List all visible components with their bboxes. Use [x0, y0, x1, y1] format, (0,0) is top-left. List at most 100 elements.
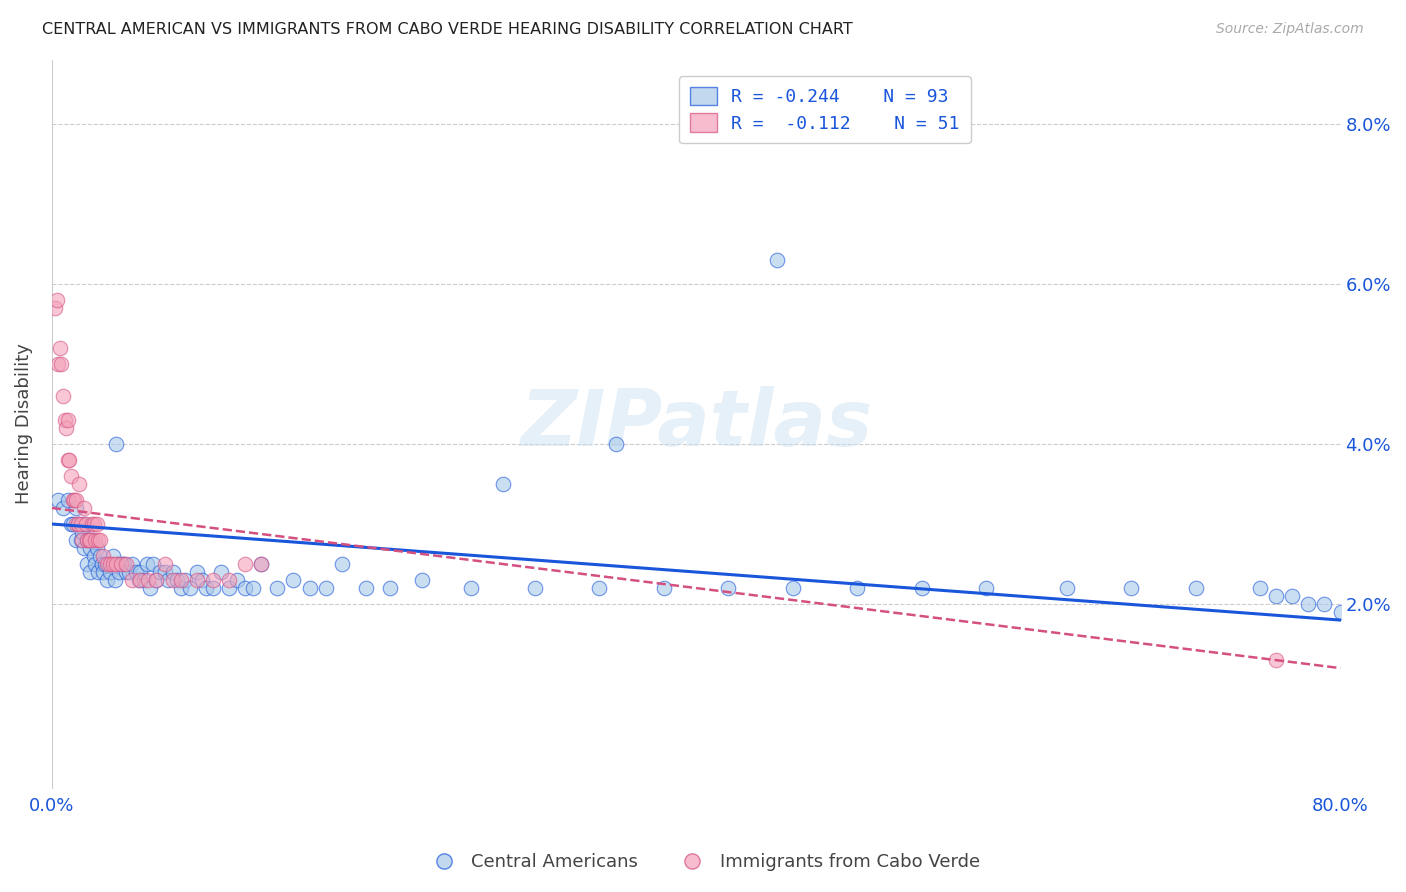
- Point: [233, 581, 256, 595]
- Point: [142, 557, 165, 571]
- Point: [91, 549, 114, 563]
- Point: [86, 541, 108, 555]
- Point: [44, 301, 66, 315]
- Point: [1329, 605, 1351, 619]
- Point: [118, 565, 141, 579]
- Point: [62, 493, 84, 508]
- Point: [250, 557, 273, 571]
- Point: [1249, 581, 1271, 595]
- Point: [86, 516, 108, 531]
- Point: [129, 573, 152, 587]
- Point: [911, 581, 934, 595]
- Point: [60, 469, 83, 483]
- Point: [51, 357, 73, 371]
- Point: [45, 293, 67, 307]
- Point: [201, 573, 224, 587]
- Point: [588, 581, 610, 595]
- Point: [201, 581, 224, 595]
- Point: [492, 477, 515, 491]
- Point: [169, 573, 191, 587]
- Point: [1056, 581, 1078, 595]
- Point: [105, 437, 128, 451]
- Point: [60, 516, 83, 531]
- Point: [101, 549, 124, 563]
- Point: [63, 493, 86, 508]
- Point: [89, 549, 111, 563]
- Point: [83, 549, 105, 563]
- Point: [186, 565, 208, 579]
- Point: [87, 565, 110, 579]
- Point: [76, 533, 98, 547]
- Point: [84, 533, 107, 547]
- Point: [145, 573, 167, 587]
- Point: [80, 533, 103, 547]
- Point: [97, 557, 120, 571]
- Point: [79, 565, 101, 579]
- Point: [112, 557, 135, 571]
- Point: [1298, 597, 1320, 611]
- Point: [87, 533, 110, 547]
- Point: [1265, 653, 1288, 667]
- Point: [94, 557, 117, 571]
- Point: [218, 573, 240, 587]
- Point: [101, 557, 124, 571]
- Point: [55, 421, 77, 435]
- Point: [73, 541, 96, 555]
- Point: [65, 516, 87, 531]
- Point: [56, 493, 79, 508]
- Point: [330, 557, 353, 571]
- Point: [153, 565, 176, 579]
- Y-axis label: Hearing Disability: Hearing Disability: [15, 343, 32, 504]
- Point: [162, 565, 184, 579]
- Point: [233, 557, 256, 571]
- Point: [135, 557, 157, 571]
- Point: [91, 565, 114, 579]
- Point: [190, 573, 212, 587]
- Point: [242, 581, 264, 595]
- Point: [84, 557, 107, 571]
- Point: [56, 413, 79, 427]
- Point: [186, 573, 208, 587]
- Point: [72, 524, 94, 539]
- Point: [226, 573, 249, 587]
- Point: [652, 581, 675, 595]
- Text: CENTRAL AMERICAN VS IMMIGRANTS FROM CABO VERDE HEARING DISABILITY CORRELATION CH: CENTRAL AMERICAN VS IMMIGRANTS FROM CABO…: [42, 22, 853, 37]
- Legend: R = -0.244    N = 93, R =  -0.112    N = 51: R = -0.244 N = 93, R = -0.112 N = 51: [679, 76, 970, 144]
- Point: [974, 581, 997, 595]
- Point: [62, 516, 84, 531]
- Point: [111, 557, 134, 571]
- Point: [89, 533, 111, 547]
- Point: [90, 557, 112, 571]
- Point: [1265, 589, 1288, 603]
- Point: [79, 533, 101, 547]
- Point: [73, 500, 96, 515]
- Point: [283, 573, 305, 587]
- Text: ZIPatlas: ZIPatlas: [520, 386, 872, 462]
- Point: [103, 573, 125, 587]
- Point: [46, 493, 69, 508]
- Point: [73, 516, 96, 531]
- Point: [315, 581, 337, 595]
- Point: [69, 516, 91, 531]
- Point: [107, 557, 129, 571]
- Point: [128, 573, 150, 587]
- Point: [69, 533, 91, 547]
- Point: [846, 581, 869, 595]
- Point: [66, 516, 89, 531]
- Point: [524, 581, 547, 595]
- Point: [378, 581, 401, 595]
- Point: [765, 252, 787, 267]
- Point: [65, 500, 87, 515]
- Point: [145, 573, 167, 587]
- Point: [129, 565, 152, 579]
- Point: [132, 573, 155, 587]
- Point: [96, 557, 118, 571]
- Point: [195, 581, 218, 595]
- Point: [76, 557, 98, 571]
- Point: [49, 341, 72, 355]
- Point: [83, 516, 105, 531]
- Point: [76, 533, 98, 547]
- Point: [115, 557, 138, 571]
- Point: [138, 573, 160, 587]
- Point: [80, 516, 103, 531]
